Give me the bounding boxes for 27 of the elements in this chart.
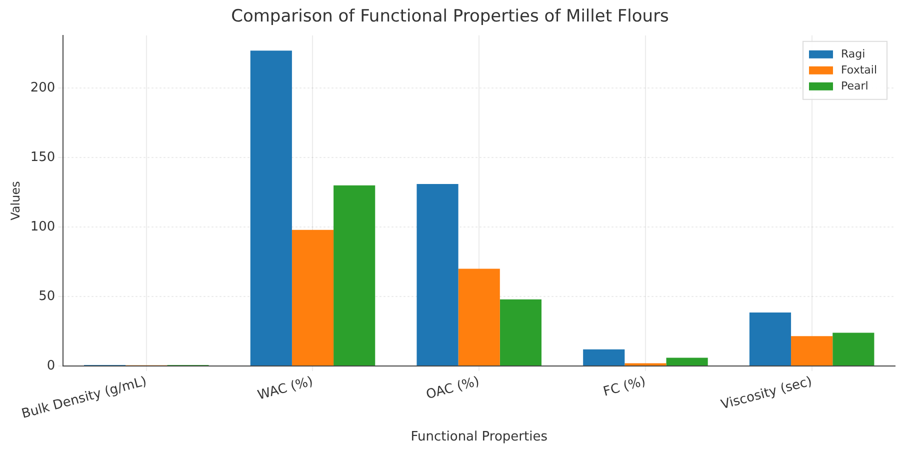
bar — [250, 50, 292, 366]
chart-title: Comparison of Functional Properties of Millet Flours — [231, 6, 670, 27]
bar — [458, 268, 500, 366]
x-tick-label: WAC (%) — [256, 374, 315, 404]
x-tick-label: FC (%) — [602, 374, 648, 400]
bar — [334, 185, 376, 366]
x-axis-title: Functional Properties — [410, 430, 548, 445]
y-tick-label: 200 — [30, 80, 56, 96]
y-axis-title: Values — [8, 181, 22, 220]
bar — [292, 230, 334, 366]
y-tick-label: 100 — [30, 219, 56, 234]
bar — [583, 349, 625, 366]
legend-label: Pearl — [841, 79, 868, 92]
x-tick-label: OAC (%) — [424, 374, 482, 403]
bar — [791, 336, 833, 366]
y-tick-label: 50 — [38, 288, 56, 304]
bar — [832, 332, 874, 366]
legend-label: Ragi — [841, 47, 866, 60]
y-tick-label: 150 — [30, 150, 56, 166]
bar — [500, 299, 542, 366]
bar — [416, 184, 458, 366]
x-tick-label: Viscosity (sec) — [720, 374, 814, 413]
bar — [666, 358, 708, 366]
x-tick-label: Bulk Density (g/mL) — [20, 374, 148, 422]
y-tick-label: 0 — [46, 358, 56, 374]
bar — [749, 312, 792, 366]
legend-label: Foxtail — [841, 63, 878, 76]
